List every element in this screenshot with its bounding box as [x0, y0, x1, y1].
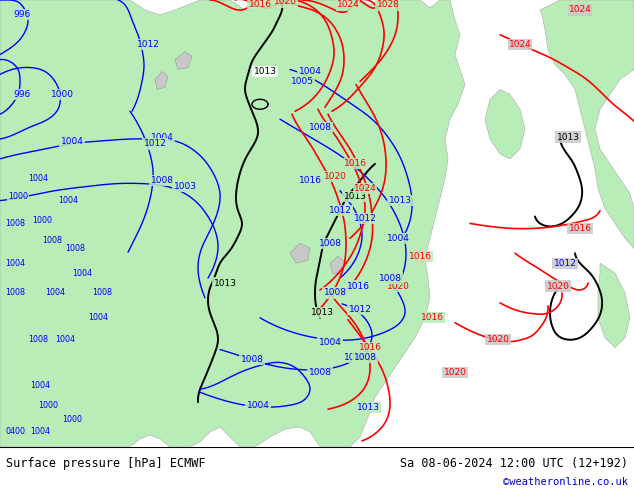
- Text: 1016: 1016: [358, 343, 382, 352]
- Text: 1000: 1000: [8, 192, 28, 201]
- Text: 1004: 1004: [55, 335, 75, 344]
- Text: 1013: 1013: [214, 278, 236, 288]
- Text: 1004: 1004: [28, 174, 48, 183]
- Text: 1020: 1020: [486, 335, 510, 344]
- Text: 1016: 1016: [249, 0, 271, 9]
- Text: 1008: 1008: [240, 355, 264, 364]
- Text: 1000: 1000: [62, 415, 82, 423]
- Text: ©weatheronline.co.uk: ©weatheronline.co.uk: [503, 477, 628, 487]
- Text: 1008: 1008: [344, 353, 366, 362]
- Polygon shape: [598, 263, 630, 347]
- Text: 1008: 1008: [5, 219, 25, 228]
- Text: 1012: 1012: [349, 305, 372, 315]
- Polygon shape: [330, 256, 345, 274]
- Text: 1008: 1008: [318, 239, 342, 248]
- Text: 996: 996: [13, 90, 30, 99]
- Text: 1020: 1020: [323, 172, 346, 181]
- Text: 1024: 1024: [569, 5, 592, 14]
- Text: 1004: 1004: [5, 259, 25, 268]
- Text: 1024: 1024: [508, 40, 531, 49]
- Text: 1016: 1016: [420, 313, 444, 322]
- Text: 1004: 1004: [387, 234, 410, 243]
- Text: 1012: 1012: [143, 140, 167, 148]
- Text: 1000: 1000: [32, 216, 52, 225]
- Text: 1008: 1008: [323, 289, 347, 297]
- Text: 1005: 1005: [290, 77, 313, 86]
- Text: 0400: 0400: [5, 427, 25, 437]
- Text: 1008: 1008: [378, 273, 401, 283]
- Text: 1008: 1008: [28, 335, 48, 344]
- Text: 1012: 1012: [354, 214, 377, 223]
- Text: 1013: 1013: [311, 308, 333, 318]
- Text: 1003: 1003: [174, 182, 197, 191]
- Text: 1024: 1024: [354, 184, 377, 193]
- Text: 1004: 1004: [58, 196, 78, 205]
- Text: 1013: 1013: [344, 192, 366, 201]
- Text: 1013: 1013: [356, 403, 380, 412]
- Text: 1016: 1016: [299, 176, 321, 185]
- Polygon shape: [155, 72, 168, 89]
- Text: 1008: 1008: [309, 368, 332, 377]
- Text: 1016: 1016: [569, 224, 592, 233]
- Text: 1008: 1008: [92, 289, 112, 297]
- Text: 1004: 1004: [318, 338, 342, 347]
- Text: 1004: 1004: [299, 67, 321, 76]
- Text: 1000: 1000: [51, 90, 74, 99]
- Text: 1008: 1008: [65, 244, 85, 253]
- Text: Surface pressure [hPa] ECMWF: Surface pressure [hPa] ECMWF: [6, 457, 206, 470]
- Text: 1004: 1004: [30, 427, 50, 437]
- Text: 1004: 1004: [45, 289, 65, 297]
- Text: 1016: 1016: [408, 252, 432, 261]
- Text: Sa 08-06-2024 12:00 UTC (12+192): Sa 08-06-2024 12:00 UTC (12+192): [399, 457, 628, 470]
- Text: 1004: 1004: [72, 269, 92, 278]
- Text: 1004: 1004: [61, 137, 84, 146]
- Text: 1004: 1004: [247, 401, 269, 410]
- Text: 1013: 1013: [389, 196, 411, 205]
- Polygon shape: [485, 89, 525, 159]
- Text: 1020: 1020: [547, 281, 569, 291]
- Text: 1016: 1016: [344, 159, 366, 169]
- Text: 1008: 1008: [5, 289, 25, 297]
- Polygon shape: [175, 51, 192, 70]
- Text: 1008: 1008: [354, 353, 377, 362]
- Text: 1024: 1024: [337, 0, 359, 9]
- Text: 1013: 1013: [557, 132, 579, 142]
- Text: 1008: 1008: [309, 122, 332, 132]
- Text: 1012: 1012: [553, 259, 576, 268]
- Text: 1004: 1004: [88, 313, 108, 322]
- Text: 996: 996: [13, 10, 30, 20]
- Polygon shape: [0, 0, 465, 447]
- Text: 1028: 1028: [377, 0, 399, 9]
- Text: 1004: 1004: [150, 132, 174, 142]
- Text: 1012: 1012: [328, 206, 351, 215]
- Polygon shape: [290, 244, 310, 263]
- Text: 1013: 1013: [254, 67, 276, 76]
- Text: 1008: 1008: [42, 236, 62, 245]
- Text: 1000: 1000: [38, 401, 58, 410]
- Polygon shape: [540, 0, 634, 248]
- Text: 1012: 1012: [136, 40, 159, 49]
- Text: 1020: 1020: [387, 281, 410, 291]
- Text: 1020: 1020: [444, 368, 467, 377]
- Text: 1020: 1020: [273, 0, 297, 6]
- Text: 1008: 1008: [150, 176, 174, 185]
- Text: 1004: 1004: [30, 381, 50, 390]
- Text: 1016: 1016: [347, 281, 370, 291]
